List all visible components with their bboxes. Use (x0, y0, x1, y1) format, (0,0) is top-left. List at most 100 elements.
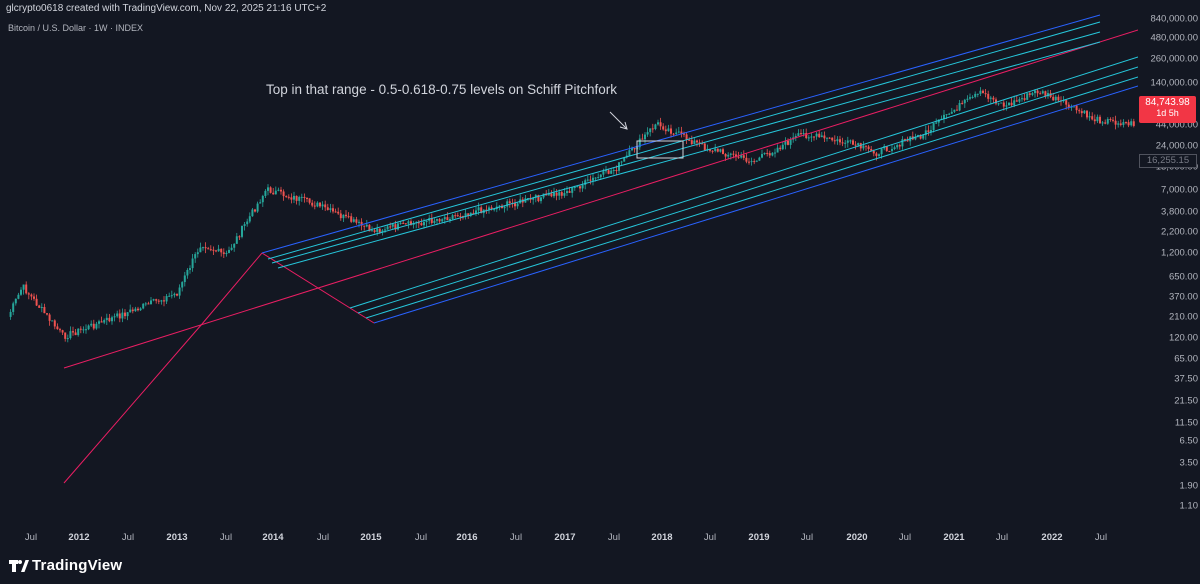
candle-body (352, 219, 355, 222)
candle-body (355, 219, 358, 223)
candle-body (215, 250, 217, 252)
candle-body (277, 189, 280, 191)
time-axis[interactable]: Jul 2012 Jul 2013 Jul 2014 Jul 2015 Jul 2016 Jul 20… (0, 528, 1138, 548)
time-tick-label: Jul (316, 532, 330, 543)
candle-body (311, 202, 314, 206)
price-tick-label: 140,000.00 (1150, 77, 1198, 89)
candle-body (586, 179, 589, 181)
candle-body (142, 303, 145, 309)
candle-body (417, 222, 420, 224)
candle-body (46, 313, 48, 315)
candle-body (550, 193, 553, 197)
candle-body (111, 317, 113, 322)
candle-body (735, 154, 737, 157)
candle-body (602, 171, 605, 175)
candle-body (85, 329, 87, 331)
candle-body (389, 226, 392, 228)
candle-body (953, 109, 956, 112)
candle-body (836, 139, 839, 142)
candle-body (651, 128, 654, 130)
candle-body (737, 156, 740, 158)
candle-body (711, 150, 714, 152)
candle-body (410, 221, 412, 225)
tradingview-logo-icon (9, 560, 29, 572)
candle-body (932, 123, 935, 131)
candle-body (74, 332, 77, 336)
candle-body (1026, 93, 1029, 100)
candle-body (560, 192, 563, 196)
candle-body (77, 328, 80, 336)
candle-body (979, 90, 982, 94)
candle-body (654, 124, 657, 130)
candle-body (420, 223, 423, 226)
pitchfork-lower-outer (373, 85, 1138, 324)
price-tick-label: 21.50 (1174, 395, 1198, 407)
candle-body (56, 326, 59, 330)
candle-body (823, 135, 826, 139)
candle-body (293, 195, 295, 200)
candle-body (404, 223, 407, 225)
candle-body (810, 136, 813, 138)
candle-body (800, 133, 802, 135)
price-tick-label: 1.90 (1179, 480, 1199, 492)
candle-body (490, 207, 493, 210)
candle-body (313, 205, 316, 207)
candle-body (199, 247, 202, 253)
candle-body (748, 161, 750, 163)
annotation-arrow (609, 111, 628, 130)
candle-body (729, 153, 732, 155)
candle-body (456, 215, 459, 217)
candle-body (272, 192, 275, 195)
candle-body (303, 196, 306, 198)
candle-body (116, 313, 119, 317)
time-tick-label: Jul (898, 532, 912, 543)
price-tick-label: 37.50 (1174, 373, 1198, 385)
candle-body (784, 140, 787, 145)
candle-body (969, 97, 971, 99)
candle-body (592, 177, 594, 181)
price-axis[interactable]: 840,000.00 480,000.00 260,000.00 140,000.00… (1138, 0, 1200, 530)
candle-body (1013, 100, 1016, 106)
time-tick-label: Jul (703, 532, 717, 543)
time-tick-label: Jul (219, 532, 233, 543)
candle-body (989, 97, 992, 99)
candle-body (202, 247, 204, 249)
candle-body (872, 150, 875, 154)
candle-body (534, 195, 537, 198)
candle-body (1002, 102, 1005, 107)
candle-body (685, 134, 688, 140)
candle-body (501, 205, 503, 209)
candle-body (397, 223, 399, 230)
candle-body (230, 247, 233, 250)
candle-body (241, 225, 243, 237)
candle-body (365, 224, 368, 227)
candle-body (113, 316, 116, 318)
candle-body (698, 142, 701, 144)
candle-body (1086, 110, 1088, 118)
candle-body (555, 192, 558, 196)
time-tick-label: Jul (995, 532, 1009, 543)
candle-body (207, 248, 210, 250)
candle-body (1114, 120, 1117, 125)
candle-body (670, 128, 672, 134)
candle-body (118, 313, 121, 319)
price-chart[interactable] (0, 0, 1138, 528)
candle-body (72, 331, 74, 333)
candle-body (716, 148, 719, 152)
candle-body (628, 150, 631, 156)
candle-body (649, 128, 652, 133)
pitchfork-handle (63, 323, 203, 484)
candle-body (742, 155, 745, 158)
candle-body (566, 191, 568, 194)
candle-body (818, 133, 821, 138)
candle-body (402, 222, 405, 224)
pitchfork (63, 14, 1138, 484)
pitchfork-handle-upper (201, 252, 263, 325)
candle-body (1039, 93, 1042, 95)
candle-body (59, 329, 61, 331)
candle-body (537, 195, 540, 202)
candle-body (1015, 100, 1018, 102)
candle-body (880, 148, 883, 155)
candle-body (540, 197, 542, 202)
candle-body (316, 202, 319, 207)
